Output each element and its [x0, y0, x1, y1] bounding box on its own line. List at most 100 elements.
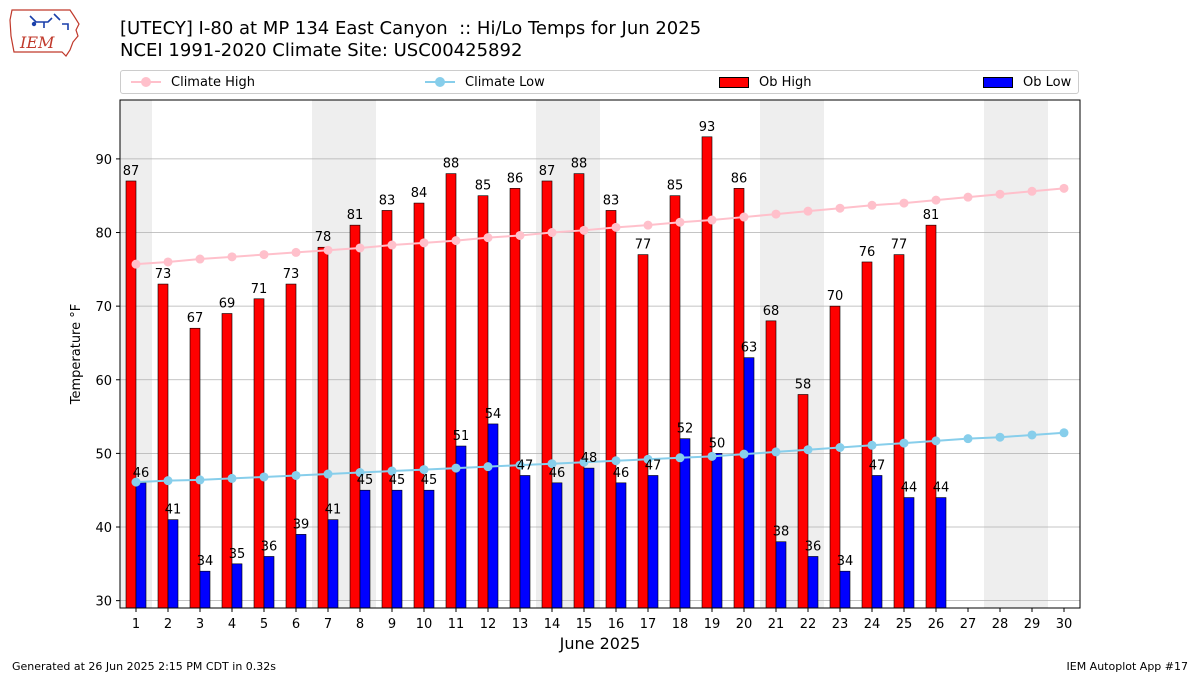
x-tick-label-20: 20 [736, 617, 753, 632]
x-tick-label-1: 1 [132, 617, 140, 632]
climate-high-point-day-11 [451, 236, 461, 246]
ob-high-label-day-14: 87 [539, 164, 556, 179]
x-tick-label-4: 4 [228, 617, 236, 632]
x-tick-label-18: 18 [672, 617, 689, 632]
climate-high-point-day-13 [515, 230, 525, 240]
ob-low-label-day-22: 36 [805, 539, 822, 554]
ob-low-label-day-2: 41 [165, 503, 182, 518]
climate-high-point-day-14 [547, 228, 557, 238]
legend-item-ob-low: Ob Low [983, 71, 1071, 93]
ob-high-label-day-24: 76 [859, 245, 876, 260]
ob-high-label-day-12: 85 [475, 179, 492, 194]
climate-low-point-day-14 [547, 459, 557, 469]
ob-low-label-day-18: 52 [677, 422, 694, 437]
climate-low-point-day-9 [387, 466, 397, 476]
climate-high-point-day-8 [355, 243, 365, 253]
climate-high-point-day-29 [1027, 186, 1037, 196]
ob-low-label-day-10: 45 [421, 473, 438, 488]
ob-low-label-day-1: 46 [133, 466, 150, 481]
climate-high-point-day-23 [835, 203, 845, 213]
ob-high-bar-day-19 [701, 136, 713, 609]
climate-low-point-day-24 [867, 440, 877, 450]
x-tick-label-25: 25 [896, 617, 913, 632]
ob-high-bar-day-10 [413, 202, 425, 609]
climate-high-point-day-25 [899, 198, 909, 208]
chart-title: [UTECY] I-80 at MP 134 East Canyon :: Hi… [120, 18, 702, 39]
climate-low-point-day-16 [611, 456, 621, 466]
ob-low-bar-day-3 [199, 570, 211, 609]
climate-low-point-day-23 [835, 443, 845, 453]
ob-low-bar-day-9 [391, 489, 403, 609]
climate-high-point-day-28 [995, 189, 1005, 199]
ob-high-swatch [719, 76, 749, 88]
x-tick-label-17: 17 [640, 617, 657, 632]
legend-label-climate-low: Climate Low [465, 74, 545, 90]
ob-low-label-day-11: 51 [453, 429, 470, 444]
ob-low-label-day-8: 45 [357, 473, 374, 488]
chart-subtitle: NCEI 1991-2020 Climate Site: USC00425892 [120, 40, 523, 61]
ob-high-label-day-18: 85 [667, 179, 684, 194]
ob-low-bar-day-16 [615, 482, 627, 609]
ob-low-bar-day-14 [551, 482, 563, 609]
ob-low-bar-day-22 [807, 556, 819, 609]
ob-low-bar-day-21 [775, 541, 787, 609]
ob-high-bar-day-7 [317, 246, 329, 609]
ob-high-bar-day-4 [221, 313, 233, 609]
weather-glyph-icon [29, 13, 69, 30]
ob-high-label-day-23: 70 [827, 289, 844, 304]
x-tick-label-26: 26 [928, 617, 945, 632]
ob-low-bar-day-4 [231, 563, 243, 609]
climate-low-point-day-29 [1027, 430, 1037, 440]
x-tick-label-10: 10 [416, 617, 433, 632]
ob-high-bar-day-14 [541, 180, 553, 609]
x-axis-label: June 2025 [559, 634, 641, 653]
climate-high-point-day-10 [419, 238, 429, 248]
ob-low-bar-day-15 [583, 467, 595, 609]
ob-low-label-day-25: 44 [901, 481, 918, 496]
ob-low-label-day-4: 35 [229, 547, 246, 562]
plot-area-border [119, 99, 1081, 609]
climate-low-point-day-21 [771, 447, 781, 457]
ob-low-label-day-13: 47 [517, 458, 534, 473]
climate-low-point-day-3 [195, 475, 205, 485]
climate-high-point-day-18 [675, 217, 685, 227]
legend-label-ob-high: Ob High [759, 74, 812, 90]
x-tick-label-22: 22 [800, 617, 817, 632]
y-tick-label-80: 80 [95, 227, 112, 242]
climate-low-point-day-12 [483, 462, 493, 472]
climate-high-point-day-3 [195, 254, 205, 264]
ob-high-label-day-11: 88 [443, 157, 460, 172]
ob-high-label-day-4: 69 [219, 297, 236, 312]
y-tick-label-70: 70 [95, 300, 112, 315]
climate-high-point-day-30 [1059, 183, 1069, 193]
ob-low-label-day-20: 63 [741, 341, 758, 356]
climate-low-point-day-17 [643, 454, 653, 464]
climate-low-point-day-30 [1059, 428, 1069, 438]
ob-low-label-day-26: 44 [933, 481, 950, 496]
climate-high-point-day-12 [483, 233, 493, 243]
weekend-shade-day-29 [1016, 100, 1048, 608]
climate-low-point-day-26 [931, 436, 941, 446]
climate-high-point-day-7 [323, 245, 333, 255]
climate-low-point-day-6 [291, 470, 301, 480]
climate-high-point-day-24 [867, 200, 877, 210]
ob-low-bar-day-5 [263, 556, 275, 609]
x-tick-label-11: 11 [448, 617, 465, 632]
ob-high-label-day-3: 67 [187, 311, 204, 326]
ob-high-label-day-16: 83 [603, 193, 620, 208]
ob-low-label-day-9: 45 [389, 473, 406, 488]
ob-high-bar-day-24 [861, 261, 873, 609]
ob-low-label-day-17: 47 [645, 458, 662, 473]
climate-high-point-day-21 [771, 209, 781, 219]
ob-low-label-day-14: 46 [549, 466, 566, 481]
ob-high-bar-day-12 [477, 195, 489, 609]
climate-high-point-day-17 [643, 220, 653, 230]
ob-high-label-day-6: 73 [283, 267, 300, 282]
x-tick-label-3: 3 [196, 617, 204, 632]
ob-high-bar-day-16 [605, 210, 617, 609]
ob-high-label-day-7: 78 [315, 230, 332, 245]
ob-high-bar-day-17 [637, 254, 649, 609]
climate-low-point-day-10 [419, 465, 429, 475]
ob-low-bar-day-17 [647, 475, 659, 609]
